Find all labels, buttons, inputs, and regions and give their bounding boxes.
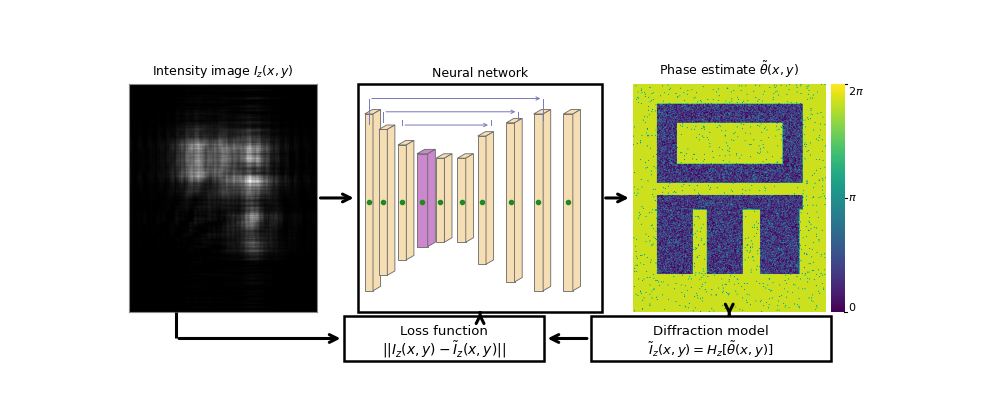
Text: $0$: $0$ [847, 300, 856, 312]
Text: Intensity image $I_z(x,y)$: Intensity image $I_z(x,y)$ [152, 63, 294, 80]
FancyBboxPatch shape [344, 317, 544, 361]
Text: Neural network: Neural network [431, 67, 528, 80]
Text: $\pi$: $\pi$ [847, 192, 856, 202]
Text: Loss function: Loss function [399, 324, 487, 337]
FancyBboxPatch shape [590, 317, 829, 361]
Text: $\tilde{I}_z(x,y) = H_z[\tilde{\theta}(x,y)]$: $\tilde{I}_z(x,y) = H_z[\tilde{\theta}(x… [647, 338, 772, 359]
Text: $2\pi$: $2\pi$ [847, 85, 863, 97]
Text: $||I_z(x,y) - \tilde{I}_z(x,y)||$: $||I_z(x,y) - \tilde{I}_z(x,y)||$ [382, 338, 506, 359]
Text: Phase estimate $\tilde{\theta}(x,y)$: Phase estimate $\tilde{\theta}(x,y)$ [659, 59, 798, 80]
FancyBboxPatch shape [358, 85, 602, 312]
Text: Diffraction model: Diffraction model [652, 324, 767, 337]
